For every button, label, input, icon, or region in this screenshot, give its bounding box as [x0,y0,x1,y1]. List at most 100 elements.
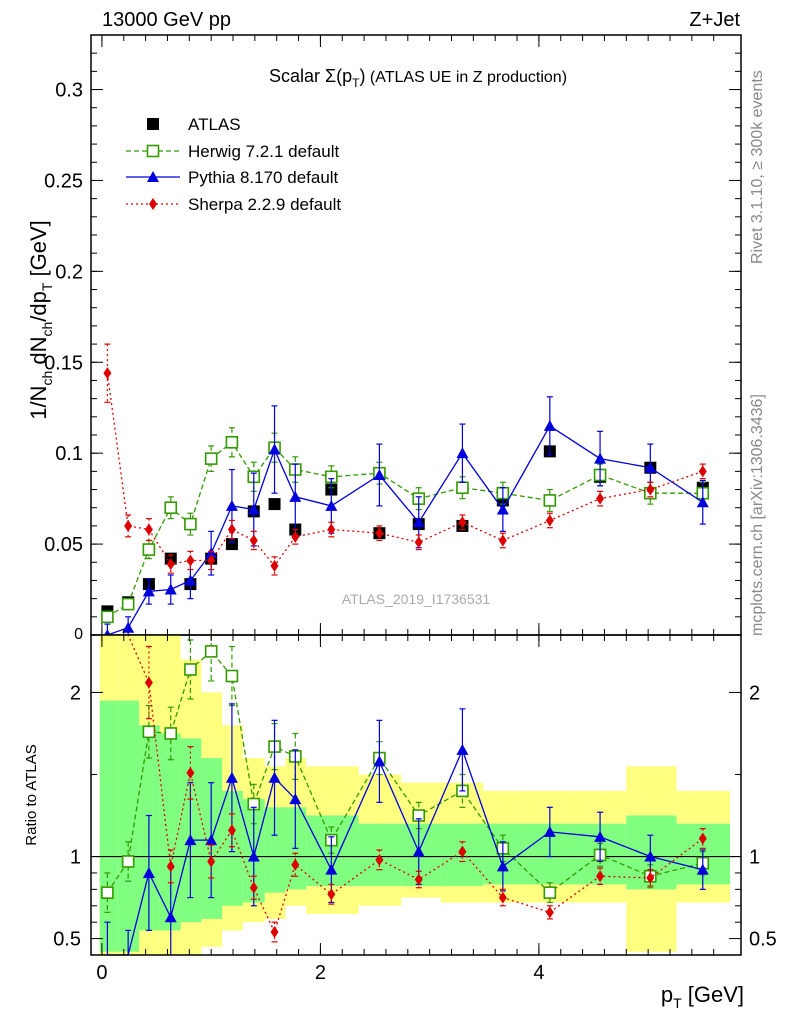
data-point [249,881,258,894]
data-point [375,527,384,540]
data-point [456,743,469,755]
ytick-label: 0.25 [44,170,83,192]
plot-title-close: ) [359,66,365,86]
data-point [646,871,655,884]
data-point [225,538,238,551]
data-point [166,860,175,873]
ratio-ytick-label: 1 [70,847,81,869]
data-point [291,530,300,543]
ylabel-main-text: 1/Nch dNch/dpT [GeV] [26,220,55,420]
data-point [101,886,114,899]
band-bin [159,733,181,931]
main-axes: 0.05 0.1 0.15 0.2 0.25 0.3 0 [44,34,742,643]
data-point [545,906,554,919]
ylabel-main: 1/Nch dNch/dpT [GeV] [26,220,55,420]
ratio-frame [90,634,742,956]
data-point [225,669,239,683]
data-point [207,855,216,868]
data-point [594,830,607,842]
data-point [186,554,195,567]
legend-entry: Sherpa 2.2.9 default [126,195,341,214]
data-point [205,834,218,846]
data-point [596,870,605,883]
legend-marker [147,118,159,130]
xlabel: pT [GeV] [661,982,744,1011]
main-series-layer [101,343,710,640]
data-point [101,610,114,624]
ratio-ytick-label: 2 [70,682,81,704]
legend-entry: Herwig 7.2.1 default [126,142,339,161]
data-point [268,771,281,783]
band-bin [99,700,118,952]
plot-title-suffix: (ATLAS UE in Z production) [365,69,567,86]
series-line [106,373,704,567]
data-point [498,534,507,547]
ytick-label: 0.2 [55,261,83,283]
data-point [103,367,112,380]
rivet-label-text: Rivet 3.1.10, ≥ 300k events [749,70,766,264]
energy-label: 13000 GeV pp [102,9,231,31]
data-point [122,621,135,633]
data-point [545,514,554,527]
data-point [644,461,657,473]
ytick-label: 0.05 [44,534,83,556]
data-point [268,498,281,511]
data-point [291,858,300,871]
series-sherpa-2-2-9-default [107,634,707,943]
data-point [327,888,336,901]
data-point [373,755,386,767]
legend-label: Sherpa 2.2.9 default [188,195,341,214]
data-point [270,926,279,939]
data-point [496,860,509,872]
process-label: Z+Jet [689,9,740,31]
data-point [225,499,238,511]
data-point [325,499,338,511]
data-point [456,447,469,459]
data-point [458,845,467,858]
data-point [184,517,197,531]
legend-entry: ATLAS [147,115,241,134]
data-point [412,516,425,528]
mcplots-label: mcplots.cern.ch [arXiv:1306.3436] [749,394,766,636]
data-point [164,727,178,740]
data-point [543,419,556,431]
mcplots-label-text: mcplots.cern.ch [arXiv:1306.3436] [749,394,766,636]
data-point [414,536,423,549]
band-bin [264,807,286,893]
data-point [414,873,423,886]
ratio-series-layer [101,634,710,956]
data-point [184,663,197,676]
data-point [207,554,216,567]
data-point [164,583,177,595]
data-point [164,501,178,515]
data-point [498,891,507,904]
data-point [124,519,133,532]
legend: ATLAS Herwig 7.2.1 default Pythia 8.170 de… [126,115,341,214]
data-point [121,855,135,868]
data-point [144,523,153,536]
data-point [596,492,605,505]
ratio-ytick-label-right: 1 [749,847,760,869]
legend-label: ATLAS [188,115,241,134]
data-point [698,832,707,845]
data-point [543,886,557,899]
data-point [646,483,655,496]
data-point [375,853,384,866]
data-point [227,824,236,837]
analysis-id: ATLAS_2019_I1736531 [342,591,491,607]
data-point [698,465,707,478]
xtick-label: 4 [533,962,544,984]
data-point [164,911,177,923]
ratio-ytick-label-right: 2 [749,682,760,704]
ratio-axes: 0.5 0.5 1 1 2 2 0 2 4 [53,634,777,984]
data-point [458,516,467,529]
plot-title: Scalar Σ(pT) (ATLAS UE in Z production) [269,66,567,90]
ratio-bands [91,635,741,955]
plot-title-sigma: Σ(p [325,66,352,86]
data-point [227,523,236,536]
legend-entry: Pythia 8.170 default [126,168,339,187]
data-point [249,534,258,547]
data-point [204,645,218,658]
data-point [644,850,657,862]
